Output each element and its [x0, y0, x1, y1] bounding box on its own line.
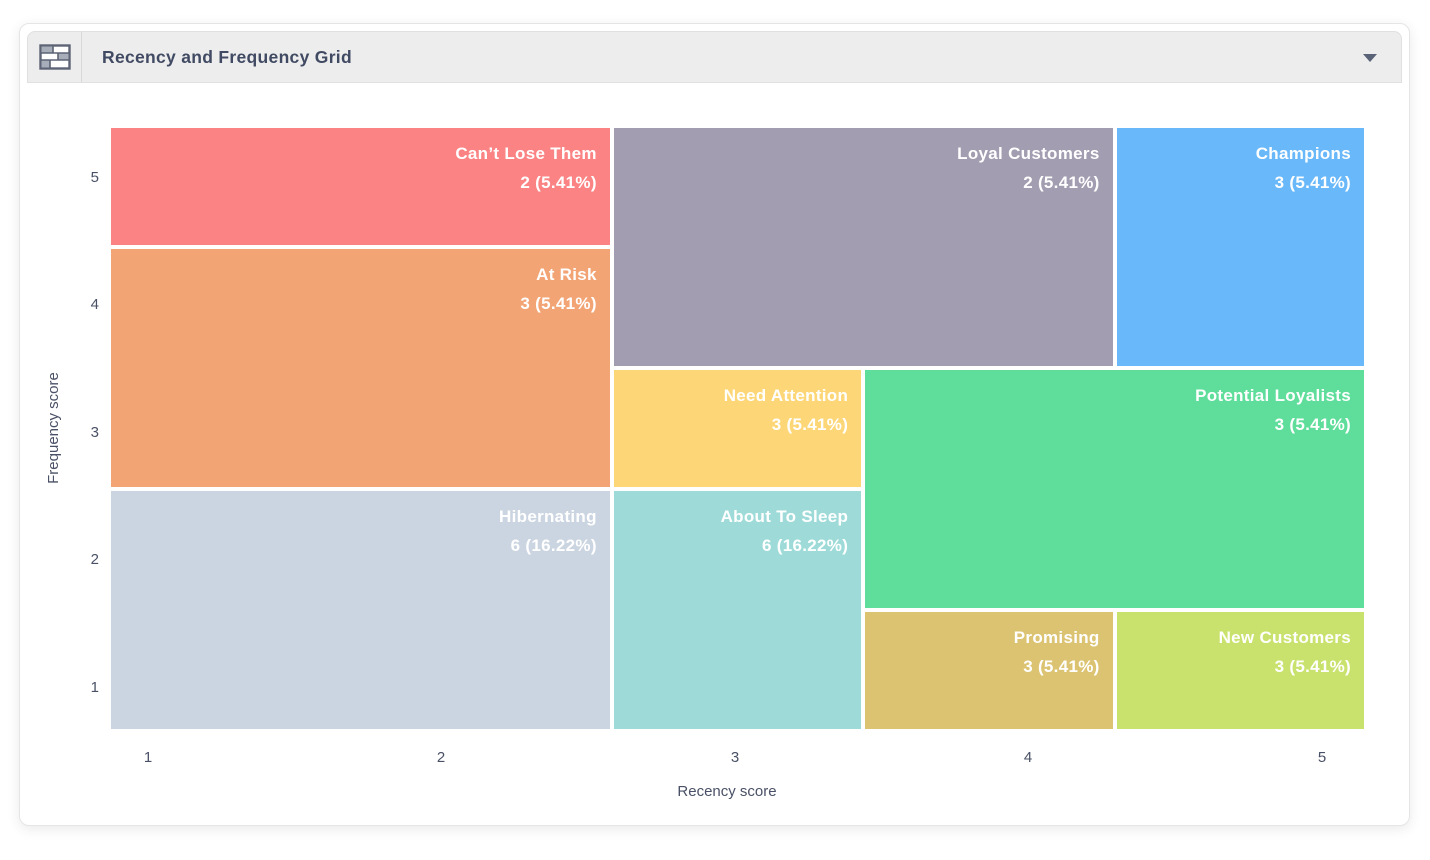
- segment-value: 3 (5.41%): [1274, 173, 1351, 192]
- segment-loyal-customers[interactable]: Loyal Customers 2 (5.41%): [613, 128, 1113, 366]
- segment-label: New Customers: [1218, 628, 1351, 647]
- x-axis-title: Recency score: [677, 783, 777, 800]
- segment-value: 3 (5.41%): [1274, 415, 1351, 434]
- segment-value: 3 (5.41%): [1023, 657, 1100, 676]
- y-tick-3: 3: [90, 424, 99, 441]
- segment-champions[interactable]: Champions 3 (5.41%): [1116, 128, 1364, 366]
- x-tick-1: 1: [143, 749, 153, 766]
- segment-label: Potential Loyalists: [1195, 386, 1351, 405]
- segment-label: Promising: [1013, 628, 1100, 647]
- segment-label: About To Sleep: [720, 507, 849, 526]
- x-tick-2: 2: [436, 749, 446, 766]
- segment-value: 6 (16.22%): [762, 536, 849, 555]
- segment-value: 2 (5.41%): [1023, 173, 1100, 192]
- segment-need-attention[interactable]: Need Attention 3 (5.41%): [613, 370, 862, 487]
- segment-new-customers[interactable]: New Customers 3 (5.41%): [1116, 612, 1364, 729]
- treemap-grid-icon: [38, 44, 71, 70]
- x-tick-5: 5: [1317, 749, 1327, 766]
- segment-potential-loyalists[interactable]: Potential Loyalists 3 (5.41%): [865, 370, 1364, 608]
- segment-promising[interactable]: Promising 3 (5.41%): [865, 612, 1113, 729]
- y-tick-2: 2: [90, 551, 99, 568]
- segment-about-to-sleep[interactable]: About To Sleep 6 (16.22%): [613, 491, 862, 729]
- segment-value: 6 (16.22%): [510, 536, 597, 555]
- segment-cant-lose-them[interactable]: Can’t Lose Them 2 (5.41%): [111, 128, 610, 245]
- rfm-widget-card: Recency and Frequency Grid Frequency sco…: [19, 23, 1410, 826]
- segment-label: At Risk: [536, 265, 597, 284]
- rfm-grid-plot: Can’t Lose Them 2 (5.41%) Loyal Customer…: [111, 128, 1364, 729]
- y-tick-5: 5: [90, 169, 99, 186]
- rfm-grid-chart: Frequency score 5 4 3 2 1 Can’t Lose The…: [27, 83, 1402, 816]
- y-tick-4: 4: [90, 296, 99, 313]
- segment-value: 3 (5.41%): [771, 415, 849, 434]
- segment-label: Loyal Customers: [957, 144, 1100, 163]
- segment-label: Champions: [1255, 144, 1351, 163]
- segment-hibernating[interactable]: Hibernating 6 (16.22%): [111, 491, 610, 729]
- chevron-down-icon[interactable]: [1363, 54, 1377, 62]
- x-tick-3: 3: [730, 749, 740, 766]
- y-tick-1: 1: [90, 679, 99, 696]
- segment-label: Need Attention: [723, 386, 849, 405]
- segment-label: Can’t Lose Them: [455, 144, 597, 163]
- widget-icon-cell: [28, 32, 82, 82]
- segment-value: 2 (5.41%): [520, 173, 597, 192]
- segment-at-risk[interactable]: At Risk 3 (5.41%): [111, 249, 610, 487]
- x-tick-4: 4: [1023, 749, 1033, 766]
- segment-value: 3 (5.41%): [520, 294, 597, 313]
- widget-header: Recency and Frequency Grid: [27, 31, 1402, 83]
- segment-label: Hibernating: [499, 507, 597, 526]
- segment-value: 3 (5.41%): [1274, 657, 1351, 676]
- widget-title: Recency and Frequency Grid: [102, 46, 352, 67]
